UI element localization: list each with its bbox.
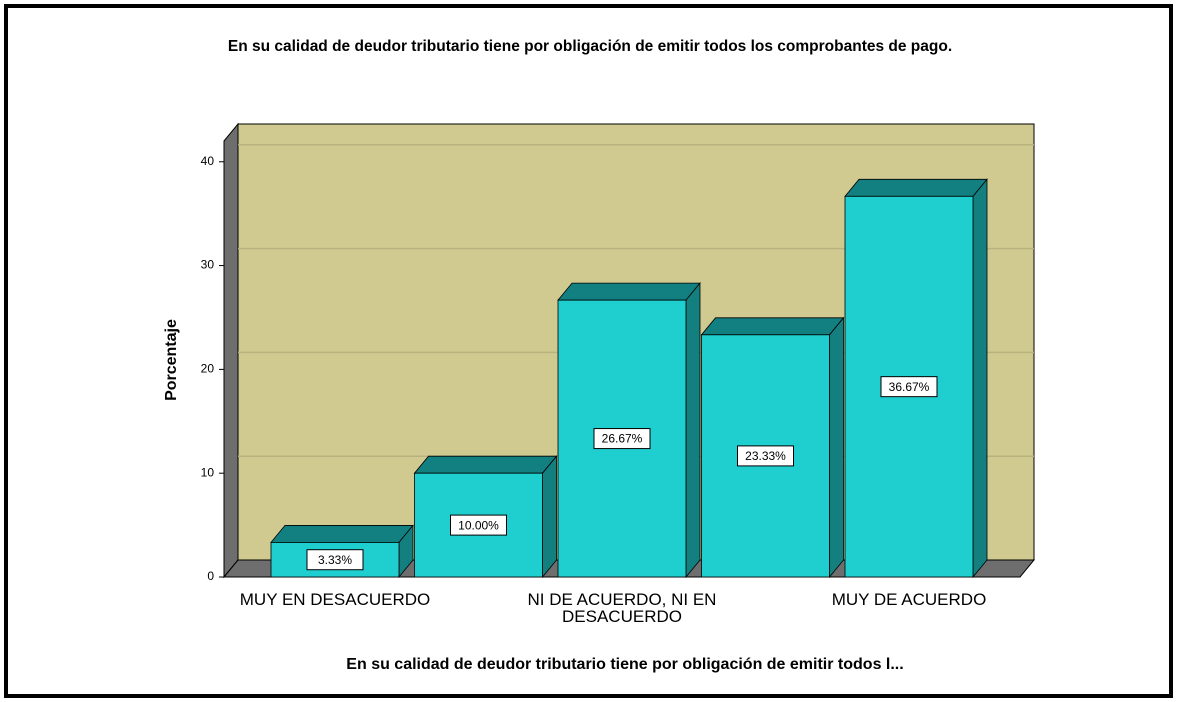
y-tick-label: 20 <box>201 362 215 376</box>
bar-top <box>700 317 845 336</box>
value-label-box <box>593 428 651 450</box>
value-label: 26.67% <box>602 432 643 446</box>
y-tick-label: 40 <box>201 154 215 168</box>
y-tick-label: 30 <box>201 258 215 272</box>
chart-title: En su calidad de deudor tributario tiene… <box>228 38 952 55</box>
bar-top <box>557 282 701 301</box>
value-label-box <box>306 549 364 571</box>
value-label-box <box>450 514 507 536</box>
y-tick-label: 10 <box>201 465 215 479</box>
bar-side <box>685 282 701 579</box>
value-label-box <box>880 376 938 398</box>
x-tick-label: MUY DE ACUERDO <box>831 590 987 609</box>
bar-top <box>413 455 558 474</box>
y-axis-title: Porcentaje <box>163 319 180 401</box>
value-label: 23.33% <box>745 449 786 463</box>
y-tick-label: 0 <box>207 569 214 583</box>
value-label: 36.67% <box>889 380 930 394</box>
x-tick-label: MUY EN DESACUERDO <box>239 590 431 609</box>
bar-side <box>829 316 844 579</box>
value-label: 3.33% <box>318 553 352 567</box>
bar-side <box>542 455 557 579</box>
side-wall <box>223 122 239 579</box>
bar-side <box>972 178 988 579</box>
x-tick-label: NI DE ACUERDO, NI EN DESACUERDO <box>527 590 717 626</box>
x-axis-title: En su calidad de deudor tributario tiene… <box>346 656 903 673</box>
bar-top <box>270 525 414 543</box>
bar-top <box>844 178 988 197</box>
value-label: 10.00% <box>458 518 499 532</box>
value-label-box <box>737 445 794 467</box>
